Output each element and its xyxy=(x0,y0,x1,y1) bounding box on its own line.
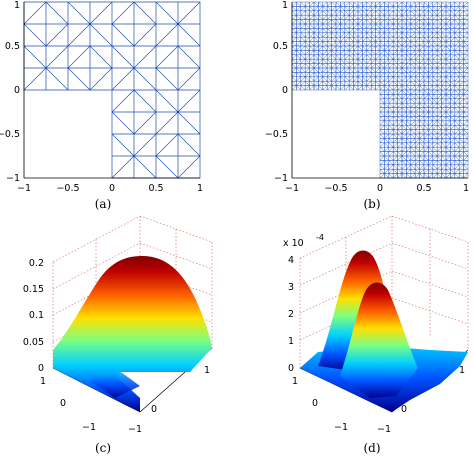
fine-triangular-mesh xyxy=(291,1,469,179)
panel-c-right-axis-ticks: −1 0 1 xyxy=(128,365,210,435)
x-tick: 0 xyxy=(109,183,115,194)
y-tick: 1 xyxy=(14,0,20,11)
x-tick: 0 xyxy=(401,404,407,415)
surface-c-notch xyxy=(88,370,140,398)
caption-b: (b) xyxy=(363,197,380,211)
panel-d-right-axis-ticks: −1 0 1 xyxy=(377,365,465,435)
x-tick: 1 xyxy=(463,183,469,194)
caption-d: (d) xyxy=(363,441,380,455)
y-tick: 0 xyxy=(282,85,288,96)
x-tick: 1 xyxy=(197,183,203,194)
x-tick: −0.5 xyxy=(56,183,79,194)
x-tick: 0.5 xyxy=(148,183,163,194)
y-tick: 1 xyxy=(282,0,288,11)
x-tick: 0 xyxy=(377,183,383,194)
x-tick: −1 xyxy=(17,183,31,194)
panel-d-zticks: 4 3 2 1 0 xyxy=(288,255,294,374)
y-tick: 1 xyxy=(292,376,298,387)
y-tick: 0 xyxy=(60,398,66,409)
panel-b-axes xyxy=(291,2,468,179)
panel-b-yticks: 1 0.5 0 −0.5 −1 xyxy=(265,0,288,184)
y-tick: 0.5 xyxy=(5,41,20,52)
z-tick: 0.2 xyxy=(29,258,44,269)
surface-d-peak-front xyxy=(340,282,418,398)
x-tick: −1 xyxy=(285,183,299,194)
mesh-edges xyxy=(291,1,469,179)
x-tick: 0.5 xyxy=(416,183,431,194)
x-tick: −1 xyxy=(128,424,142,435)
x-tick: −0.5 xyxy=(324,183,347,194)
mesh-edges xyxy=(23,1,201,179)
panel-c-left-axis-ticks: 1 0 −1 xyxy=(40,376,96,433)
scale-exponent: -4 xyxy=(316,233,324,242)
panel-c-zticks: 0.2 0.15 0.1 0.05 0 xyxy=(23,258,44,374)
panel-b: −1 −0.5 0 0.5 1 1 0.5 0 −0.5 −1 (b) xyxy=(265,0,469,211)
panel-c: 0.2 0.15 0.1 0.05 0 1 0 −1 −1 0 1 (c) xyxy=(23,215,213,455)
z-tick: 4 xyxy=(288,255,294,266)
surface-c xyxy=(53,256,212,412)
z-tick: 0.1 xyxy=(29,310,44,321)
z-tick: 2 xyxy=(288,309,294,320)
y-tick: 1 xyxy=(40,376,46,387)
panel-a-yticks: 1 0.5 0 −0.5 −1 xyxy=(0,0,20,184)
z-tick: 0 xyxy=(38,363,44,374)
y-tick: 0 xyxy=(14,85,20,96)
y-tick: 0.5 xyxy=(273,41,288,52)
panel-d: x 10 -4 4 3 2 1 0 1 0 −1 −1 0 1 (d) xyxy=(283,215,469,455)
panel-a-axes xyxy=(23,2,200,179)
z-tick: 0.15 xyxy=(23,284,44,295)
y-tick: 0 xyxy=(312,398,318,409)
coarse-triangular-mesh xyxy=(23,1,201,179)
z-tick: 0.05 xyxy=(23,337,44,348)
panel-a-xticks: −1 −0.5 0 0.5 1 xyxy=(17,183,203,194)
y-tick: −1 xyxy=(6,173,20,184)
x-tick: 1 xyxy=(459,365,465,376)
x-tick: −1 xyxy=(377,424,391,435)
panel-d-left-axis-ticks: 1 0 −1 xyxy=(292,376,348,433)
x-tick: 1 xyxy=(204,365,210,376)
caption-a: (a) xyxy=(95,197,112,211)
panel-a: −1 −0.5 0 0.5 1 1 0.5 0 −0.5 −1 (a) xyxy=(0,0,203,211)
z-tick: 0 xyxy=(288,363,294,374)
y-tick: −1 xyxy=(274,173,288,184)
y-tick: −1 xyxy=(334,422,348,433)
scale-label: x 10 xyxy=(283,238,304,249)
y-tick: −1 xyxy=(82,422,96,433)
panel-b-xticks: −1 −0.5 0 0.5 1 xyxy=(285,183,469,194)
x-tick: 0 xyxy=(151,404,157,415)
z-tick: 1 xyxy=(288,336,294,347)
y-tick: −0.5 xyxy=(265,129,288,140)
y-tick: −0.5 xyxy=(0,129,20,140)
caption-c: (c) xyxy=(95,441,111,455)
z-tick: 3 xyxy=(288,282,294,293)
